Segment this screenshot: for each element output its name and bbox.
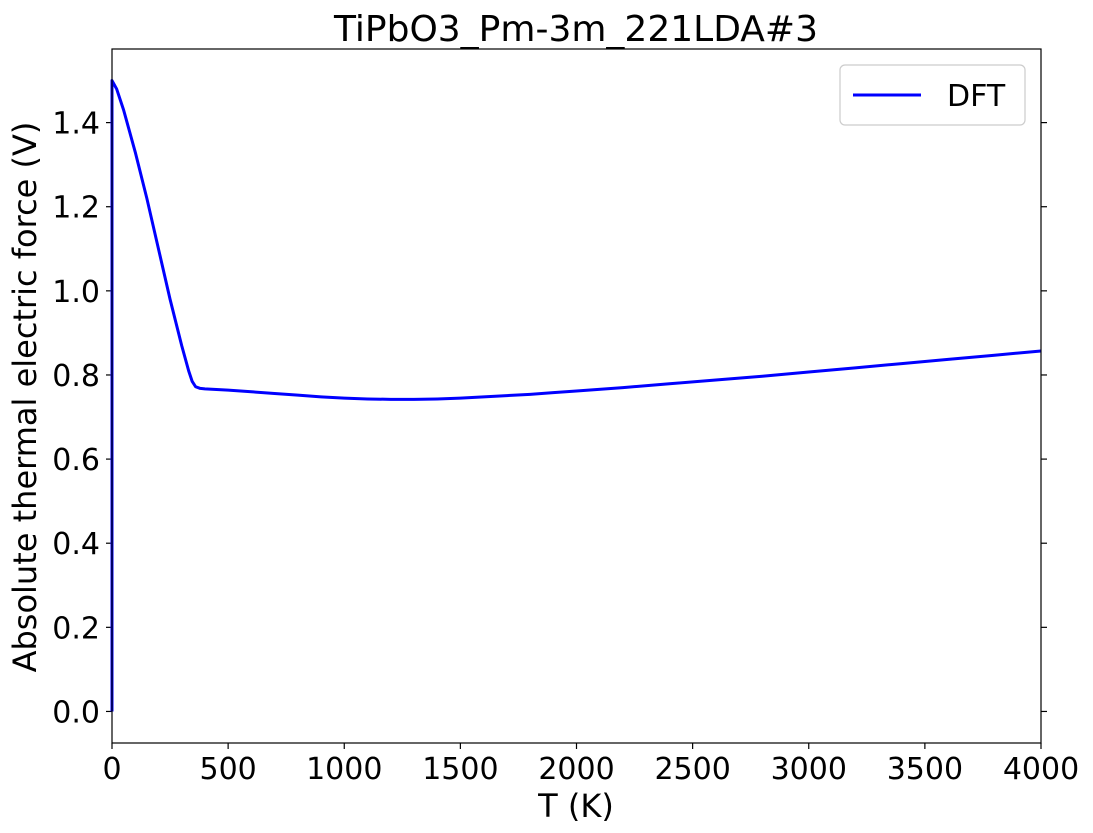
x-tick-label: 1500 [422,752,498,787]
y-ticks: 0.0 0.2 0.4 0.6 0.8 1.0 1.2 1.4 [52,107,1047,730]
x-tick-label: 0 [102,752,121,787]
legend-box [839,64,1026,126]
legend-label: DFT [947,79,1006,114]
series-line-dft [110,79,1042,712]
x-tick-label: 3000 [771,752,847,787]
y-tick-label: 0.4 [52,527,100,562]
x-tick-label: 2500 [654,752,730,787]
y-tick-label: 1.0 [52,275,100,310]
y-tick-label: 0.2 [52,611,100,646]
x-tick-label: 3500 [887,752,963,787]
legend: DFT [839,64,1026,126]
y-tick-label: 0.8 [52,359,100,394]
x-tick-label: 4000 [1003,752,1079,787]
plot-frame [111,48,1042,744]
x-ticks: 0 500 1000 1500 2000 2500 3000 3500 4000 [102,743,1079,787]
plot-lines [110,79,1042,712]
y-tick-label: 1.2 [52,191,100,226]
y-tick-label: 1.4 [52,107,100,142]
x-tick-label: 500 [199,752,256,787]
y-tick-label: 0.6 [52,443,100,478]
x-tick-label: 2000 [538,752,614,787]
x-tick-label: 1000 [306,752,382,787]
y-tick-label: 0.0 [52,695,100,730]
x-axis-label: T (K) [537,787,614,825]
y-axis-label: Absolute thermal electric force (V) [6,122,44,673]
chart-title: TiPbO3_Pm-3m_221LDA#3 [333,9,818,50]
